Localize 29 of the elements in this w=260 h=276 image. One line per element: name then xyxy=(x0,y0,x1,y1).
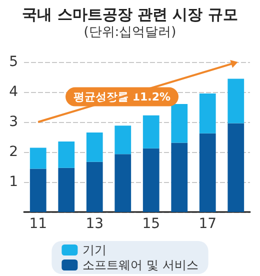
x-tick-label: 17 xyxy=(198,216,217,232)
y-tick-label: 2 xyxy=(9,144,18,160)
x-tick-label: 11 xyxy=(29,216,48,232)
x-tick-label: 15 xyxy=(142,216,160,232)
chart-title: 국내 스마트공장 관련 시장 규모 xyxy=(22,6,238,24)
y-tick-label: 4 xyxy=(9,84,18,100)
bar xyxy=(58,168,75,212)
y-tick-label: 1 xyxy=(9,174,18,190)
bar xyxy=(58,142,75,168)
bar xyxy=(86,162,103,212)
bar xyxy=(228,78,244,124)
bar xyxy=(30,148,46,169)
bar xyxy=(199,133,216,212)
bar xyxy=(199,94,216,134)
bar xyxy=(86,132,103,162)
bar xyxy=(171,104,188,143)
x-tick-label: 13 xyxy=(86,216,104,232)
bar xyxy=(114,126,132,154)
bar xyxy=(142,148,160,212)
legend-label: 기기 xyxy=(82,243,107,257)
bar xyxy=(171,142,188,212)
y-tick-label: 3 xyxy=(9,114,18,130)
bar xyxy=(142,115,160,148)
chart-subtitle: (단위:십억달러) xyxy=(84,25,176,40)
bar xyxy=(114,154,132,212)
bar xyxy=(228,123,244,212)
bar xyxy=(30,168,46,212)
y-tick-label: 5 xyxy=(9,54,18,70)
legend-label: 소프트웨어 및 서비스 xyxy=(82,258,198,272)
